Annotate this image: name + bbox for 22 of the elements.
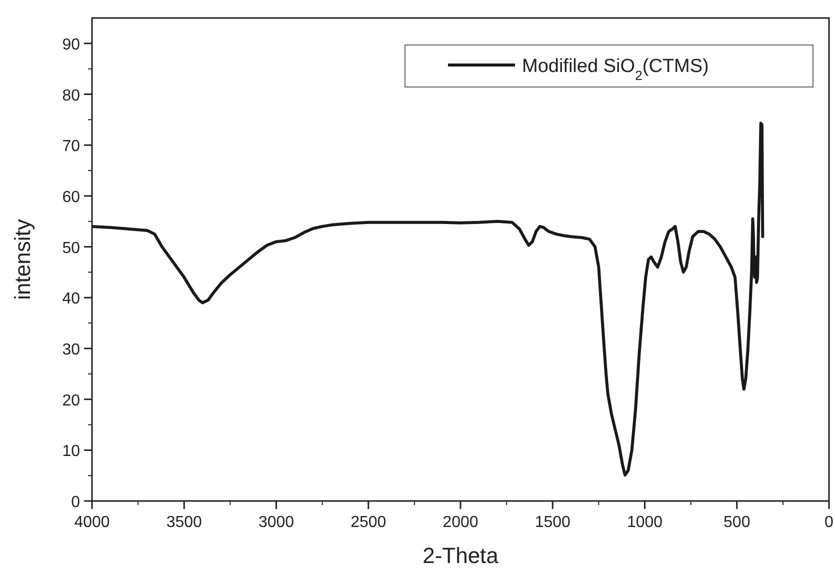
x-tick-label: 2500 [350,514,386,531]
y-tick-label: 10 [62,443,80,460]
x-tick-label: 1000 [626,514,663,531]
y-tick-label: 90 [62,36,80,54]
y-tick-label: 80 [62,87,80,104]
y-tick-label: 50 [62,240,80,257]
x-tick-label: 500 [724,514,750,531]
legend-label: Modifiled SiO$_{2}$(CTMS) [522,56,709,82]
x-tick-label: 3500 [166,514,202,531]
x-tick-label: 1500 [534,514,571,531]
y-tick-label: 40 [62,290,80,308]
x-tick-label: 0 [824,514,834,531]
x-axis-title: 2-Theta [422,543,500,568]
x-tick-label: 3000 [258,514,294,531]
y-tick-label: 20 [62,392,80,410]
x-tick-label: 4000 [74,514,110,531]
y-tick-label: 0 [71,494,80,511]
y-tick-label: 60 [62,188,80,206]
y-axis-title: intensity [10,219,35,300]
y-tick-label: 30 [62,341,80,358]
y-tick-label: 70 [62,138,80,156]
x-tick-label: 2000 [442,514,478,531]
